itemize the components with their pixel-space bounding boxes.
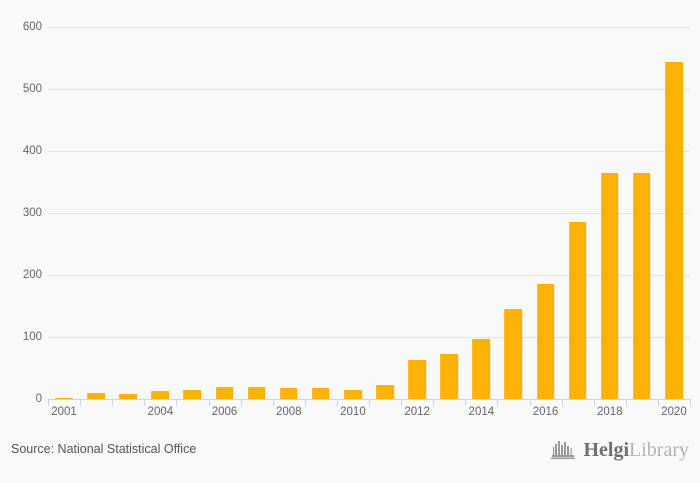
- bar[interactable]: [215, 386, 234, 399]
- x-axis-tick: [433, 399, 435, 406]
- logo-wordmark: HelgiLibrary: [583, 439, 689, 461]
- bar[interactable]: [633, 172, 651, 399]
- logo-text-helgi: Helgi: [583, 439, 630, 461]
- helgi-library-logo[interactable]: HelgiLibrary: [550, 437, 689, 463]
- x-axis-tick: [561, 399, 563, 406]
- x-axis-tick: [529, 399, 531, 406]
- bar-slot: [369, 27, 401, 399]
- bar-slot: [626, 27, 658, 399]
- bar-slot: [337, 27, 369, 399]
- bar-slot: [144, 27, 176, 399]
- bar-slot: [305, 27, 337, 399]
- bar[interactable]: [344, 390, 362, 399]
- chart-footer: Source: National Statistical Office Helg…: [0, 420, 700, 483]
- bar-slot: [112, 27, 144, 399]
- bar-slot: [80, 27, 112, 399]
- x-axis-tick: [240, 399, 242, 406]
- plot-area: [48, 27, 690, 400]
- bar-slot: [273, 27, 305, 399]
- bar-slot: [658, 27, 690, 399]
- x-axis-tick: [272, 399, 274, 406]
- y-axis-tick-label: 300: [22, 207, 42, 219]
- bar[interactable]: [408, 359, 426, 399]
- bar-slot: [562, 27, 594, 399]
- bar[interactable]: [440, 354, 459, 399]
- bar-series: [48, 27, 690, 399]
- bar[interactable]: [151, 390, 170, 399]
- library-building-icon: [551, 441, 576, 460]
- bar[interactable]: [119, 394, 138, 399]
- x-axis-tick: [690, 399, 691, 406]
- bar-slot: [176, 27, 208, 399]
- x-axis-tick: [593, 399, 595, 406]
- bar[interactable]: [279, 388, 298, 399]
- x-axis-tick: [369, 399, 370, 406]
- bar-slot: [530, 27, 562, 399]
- gridline: [48, 27, 690, 28]
- bar[interactable]: [55, 397, 73, 399]
- bar-slot: [401, 27, 433, 399]
- bar[interactable]: [600, 172, 619, 399]
- y-axis-tick-label: 600: [22, 21, 42, 33]
- x-axis-tick: [208, 399, 210, 406]
- bar[interactable]: [665, 62, 683, 399]
- bar-chart: 0 100 200 300 400 500 600 2001 2004 2006 2008 2010…: [0, 21, 691, 420]
- bar[interactable]: [536, 283, 555, 399]
- x-axis-tick-label: 2012: [404, 406, 430, 418]
- x-axis-tick: [336, 399, 338, 406]
- x-axis-tick: [304, 399, 306, 406]
- x-axis-tick-label: 2006: [211, 406, 238, 418]
- x-axis-tick-label: 2001: [51, 406, 77, 418]
- x-axis-tick: [401, 399, 403, 406]
- bar[interactable]: [183, 389, 202, 399]
- gridline: [48, 213, 690, 214]
- bar[interactable]: [568, 221, 587, 399]
- x-axis-tick-label: 2020: [661, 406, 687, 418]
- x-axis-tick: [497, 399, 499, 406]
- x-axis-tick-label: 2018: [596, 406, 623, 418]
- gridline: [48, 275, 690, 276]
- x-axis-tick-label: 2004: [147, 406, 174, 418]
- x-axis-tick: [625, 399, 627, 406]
- bar[interactable]: [504, 309, 523, 399]
- y-axis-tick-label: 500: [22, 83, 42, 95]
- bar-slot: [48, 27, 80, 399]
- gridline: [48, 337, 690, 338]
- bar[interactable]: [312, 387, 330, 399]
- x-axis-tick: [144, 399, 146, 406]
- x-axis-tick-label: 2014: [468, 406, 495, 418]
- y-axis-tick-label: 100: [22, 331, 42, 343]
- bar-slot: [497, 27, 529, 399]
- y-axis-tick-label: 0: [35, 393, 42, 405]
- bar-slot: [433, 27, 465, 399]
- x-axis-tick: [176, 399, 178, 406]
- x-axis-tick: [80, 399, 82, 406]
- gridline: [48, 89, 690, 90]
- y-axis-tick-label: 200: [22, 269, 42, 281]
- bar[interactable]: [472, 339, 491, 399]
- x-axis-tick: [657, 399, 659, 406]
- x-axis-tick: [48, 399, 49, 406]
- gridline: [48, 151, 690, 152]
- bar-slot: [465, 27, 497, 399]
- bar-slot: [594, 27, 626, 399]
- x-axis-tick: [465, 399, 467, 406]
- x-axis-tick-label: 2008: [275, 406, 302, 418]
- bar[interactable]: [87, 393, 105, 399]
- bar-slot: [209, 27, 241, 399]
- y-axis: 0 100 200 300 400 500 600: [0, 21, 42, 405]
- bar-slot: [241, 27, 273, 399]
- bar[interactable]: [247, 386, 266, 399]
- y-axis-tick-label: 400: [22, 145, 42, 157]
- x-axis-tick-label: 2016: [532, 406, 559, 418]
- bar[interactable]: [376, 384, 394, 399]
- x-axis-tick-label: 2010: [340, 406, 366, 418]
- source-label: Source: National Statistical Office: [11, 442, 197, 456]
- x-axis: 2001 2004 2006 2008 2010 2012 2014 2016 2018 2020: [48, 399, 691, 420]
- logo-text-library: Library: [629, 439, 689, 461]
- x-axis-tick: [112, 399, 114, 406]
